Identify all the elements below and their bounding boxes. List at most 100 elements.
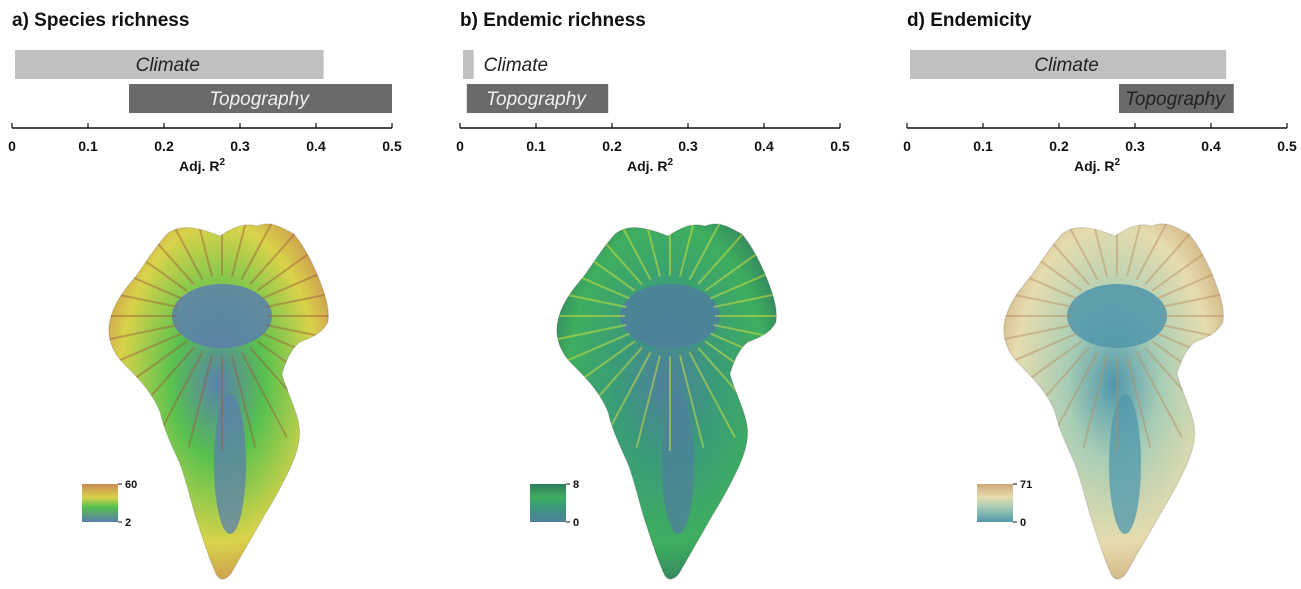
- ravine: [231, 223, 257, 277]
- panel-title: b) Endemic richness: [460, 10, 646, 31]
- ravine: [679, 223, 705, 277]
- x-tick-label: 0.3: [678, 138, 698, 154]
- bar-topography: [466, 84, 609, 113]
- x-tick-label: 0.5: [1277, 138, 1297, 154]
- legend-colorbar: [977, 484, 1013, 522]
- caldera: [620, 284, 720, 348]
- ravine: [1003, 284, 1074, 308]
- ravine: [1126, 223, 1152, 277]
- ravine: [240, 352, 288, 439]
- bar-topography: [129, 84, 392, 113]
- bar-climate: [15, 50, 324, 79]
- ravine: [1135, 223, 1183, 280]
- ravine: [604, 223, 652, 280]
- ravine: [1157, 256, 1224, 300]
- legend-max-label: 60: [125, 479, 137, 491]
- ravine: [108, 284, 179, 308]
- x-tick-label: 0.4: [306, 138, 326, 154]
- ravine: [187, 223, 213, 277]
- x-tick-label: 0.5: [830, 138, 850, 154]
- bar-label: Climate: [136, 55, 200, 76]
- southern-ridge: [1109, 394, 1141, 534]
- x-tick-label: 0.2: [1049, 138, 1069, 154]
- ravine: [262, 256, 329, 300]
- x-tick-label: 0.1: [526, 138, 546, 154]
- bar-label: Climate: [1034, 55, 1098, 76]
- x-tick-label: 0: [903, 138, 911, 154]
- ravine: [556, 284, 627, 308]
- ravine: [1135, 352, 1183, 439]
- x-tick-label: 0: [456, 138, 464, 154]
- x-axis-label: Adj. R2: [627, 157, 673, 174]
- panel-title: a) Species richness: [12, 10, 190, 31]
- x-tick-label: 0.2: [602, 138, 622, 154]
- island-body: [556, 223, 777, 579]
- ravine: [713, 284, 777, 308]
- ravine: [156, 352, 204, 439]
- ravine: [1144, 223, 1212, 285]
- ravine: [697, 223, 765, 285]
- ravine: [249, 223, 317, 285]
- ravine: [1082, 355, 1108, 448]
- ravine: [1160, 284, 1224, 308]
- ravine: [265, 284, 329, 308]
- x-tick-label: 0.4: [1201, 138, 1221, 154]
- legend-max-label: 71: [1020, 479, 1032, 491]
- island-outline: [1003, 223, 1224, 580]
- legend-min-label: 0: [1020, 517, 1026, 529]
- ravine: [679, 355, 705, 448]
- ravine: [156, 223, 204, 280]
- x-axis-label: Adj. R2: [1074, 157, 1120, 174]
- ravine: [108, 324, 179, 348]
- legend-min-label: 0: [573, 517, 579, 529]
- island-body: [108, 223, 329, 579]
- island-map: 80: [530, 223, 777, 580]
- ravine: [556, 332, 630, 376]
- ravine: [1126, 355, 1152, 448]
- bar-label: Topography: [486, 89, 587, 110]
- island-body: [1003, 223, 1224, 579]
- ravine: [108, 332, 182, 376]
- ravine: [635, 223, 661, 277]
- legend-min-label: 2: [125, 517, 131, 529]
- x-tick-label: 0.4: [754, 138, 774, 154]
- panel-species-richness: a) Species richness Climate Topography 0 0.…: [8, 0, 442, 589]
- island-outline: [556, 223, 777, 580]
- ravine: [688, 352, 736, 439]
- ravine: [1003, 324, 1074, 348]
- ravine: [1003, 332, 1077, 376]
- island-relief: [108, 223, 329, 579]
- x-tick-label: 0.1: [973, 138, 993, 154]
- x-tick-label: 0.3: [1125, 138, 1145, 154]
- island-outline: [108, 223, 329, 580]
- bar-chart: Climate Topography 0 0.1 0.2 0.3 0.4 0.5 Adj. R2: [456, 50, 850, 174]
- legend-colorbar: [82, 484, 118, 522]
- bar-topography: [1119, 84, 1234, 113]
- panel-title: d) Endemicity: [907, 10, 1032, 31]
- island-map: 60 2: [82, 223, 329, 580]
- ravine: [635, 355, 661, 448]
- ravine: [710, 256, 777, 300]
- bar-chart: Climate Topography 0 0.1 0.2 0.3 0.4 0.5 Adj. R2: [903, 50, 1297, 174]
- ravine: [127, 223, 195, 285]
- ravine: [604, 352, 652, 439]
- ravine: [231, 355, 257, 448]
- legend-colorbar: [530, 484, 566, 522]
- bar-chart: Climate Topography 0 0.1 0.2 0.3 0.4 0.5 Adj. R2: [8, 50, 402, 174]
- x-tick-label: 0.2: [154, 138, 174, 154]
- x-tick-label: 0: [8, 138, 16, 154]
- x-tick-label: 0.1: [78, 138, 98, 154]
- ravine: [1051, 223, 1099, 280]
- panel-endemic-richness: b) Endemic richness Climate Topography 0 0.…: [456, 0, 890, 589]
- ravine: [575, 223, 643, 285]
- x-tick-label: 0.3: [230, 138, 250, 154]
- southern-ridge: [662, 394, 694, 534]
- panel-endemicity: d) Endemicity Climate Topography 0 0.1 0.2 0.…: [903, 0, 1301, 589]
- ravine: [688, 223, 736, 280]
- ravine: [1051, 352, 1099, 439]
- ravine: [1022, 223, 1090, 285]
- caldera: [172, 284, 272, 348]
- x-axis-label: Adj. R2: [179, 157, 225, 174]
- bar-label: Topography: [1125, 89, 1226, 110]
- ravine: [1082, 223, 1108, 277]
